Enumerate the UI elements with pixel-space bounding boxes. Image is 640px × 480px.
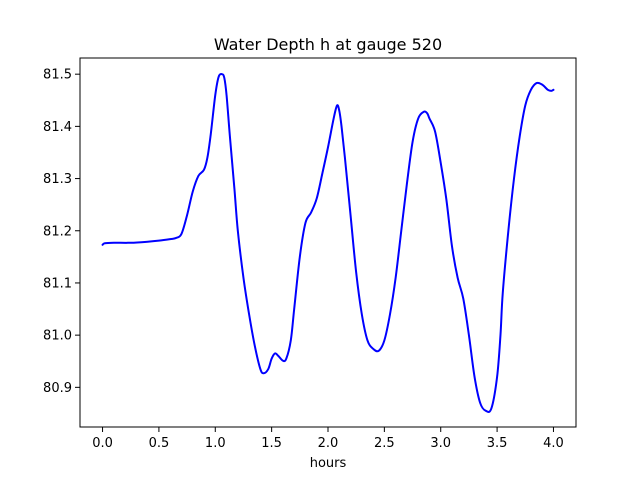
x-axis: 0.0 0.5 1.0 1.5 2.0 2.5 3.0 3.5 4.0 <box>92 427 564 451</box>
y-tick-label: 81.1 <box>43 276 72 291</box>
series-line <box>101 73 555 413</box>
y-tick-label: 81.0 <box>43 329 72 344</box>
x-tick-label: 1.0 <box>205 436 226 451</box>
x-tick-label: 3.5 <box>487 436 508 451</box>
y-tick-label: 81.2 <box>43 224 72 239</box>
y-axis: 80.9 81.0 81.1 81.2 81.3 81.4 81.5 <box>43 68 80 396</box>
y-tick-label: 81.5 <box>43 68 72 83</box>
x-tick-label: 0.0 <box>92 436 113 451</box>
x-tick-label: 2.5 <box>374 436 395 451</box>
y-tick-label: 81.3 <box>43 172 72 187</box>
plot-area <box>101 73 555 413</box>
chart-title: Water Depth h at gauge 520 <box>214 35 442 54</box>
x-tick-label: 0.5 <box>149 436 170 451</box>
x-tick-label: 2.0 <box>318 436 339 451</box>
x-axis-label: hours <box>310 456 347 471</box>
y-tick-label: 80.9 <box>43 381 72 396</box>
x-tick-label: 4.0 <box>543 436 564 451</box>
y-tick-label: 81.4 <box>43 120 72 135</box>
x-tick-label: 1.5 <box>261 436 282 451</box>
x-tick-label: 3.0 <box>430 436 451 451</box>
